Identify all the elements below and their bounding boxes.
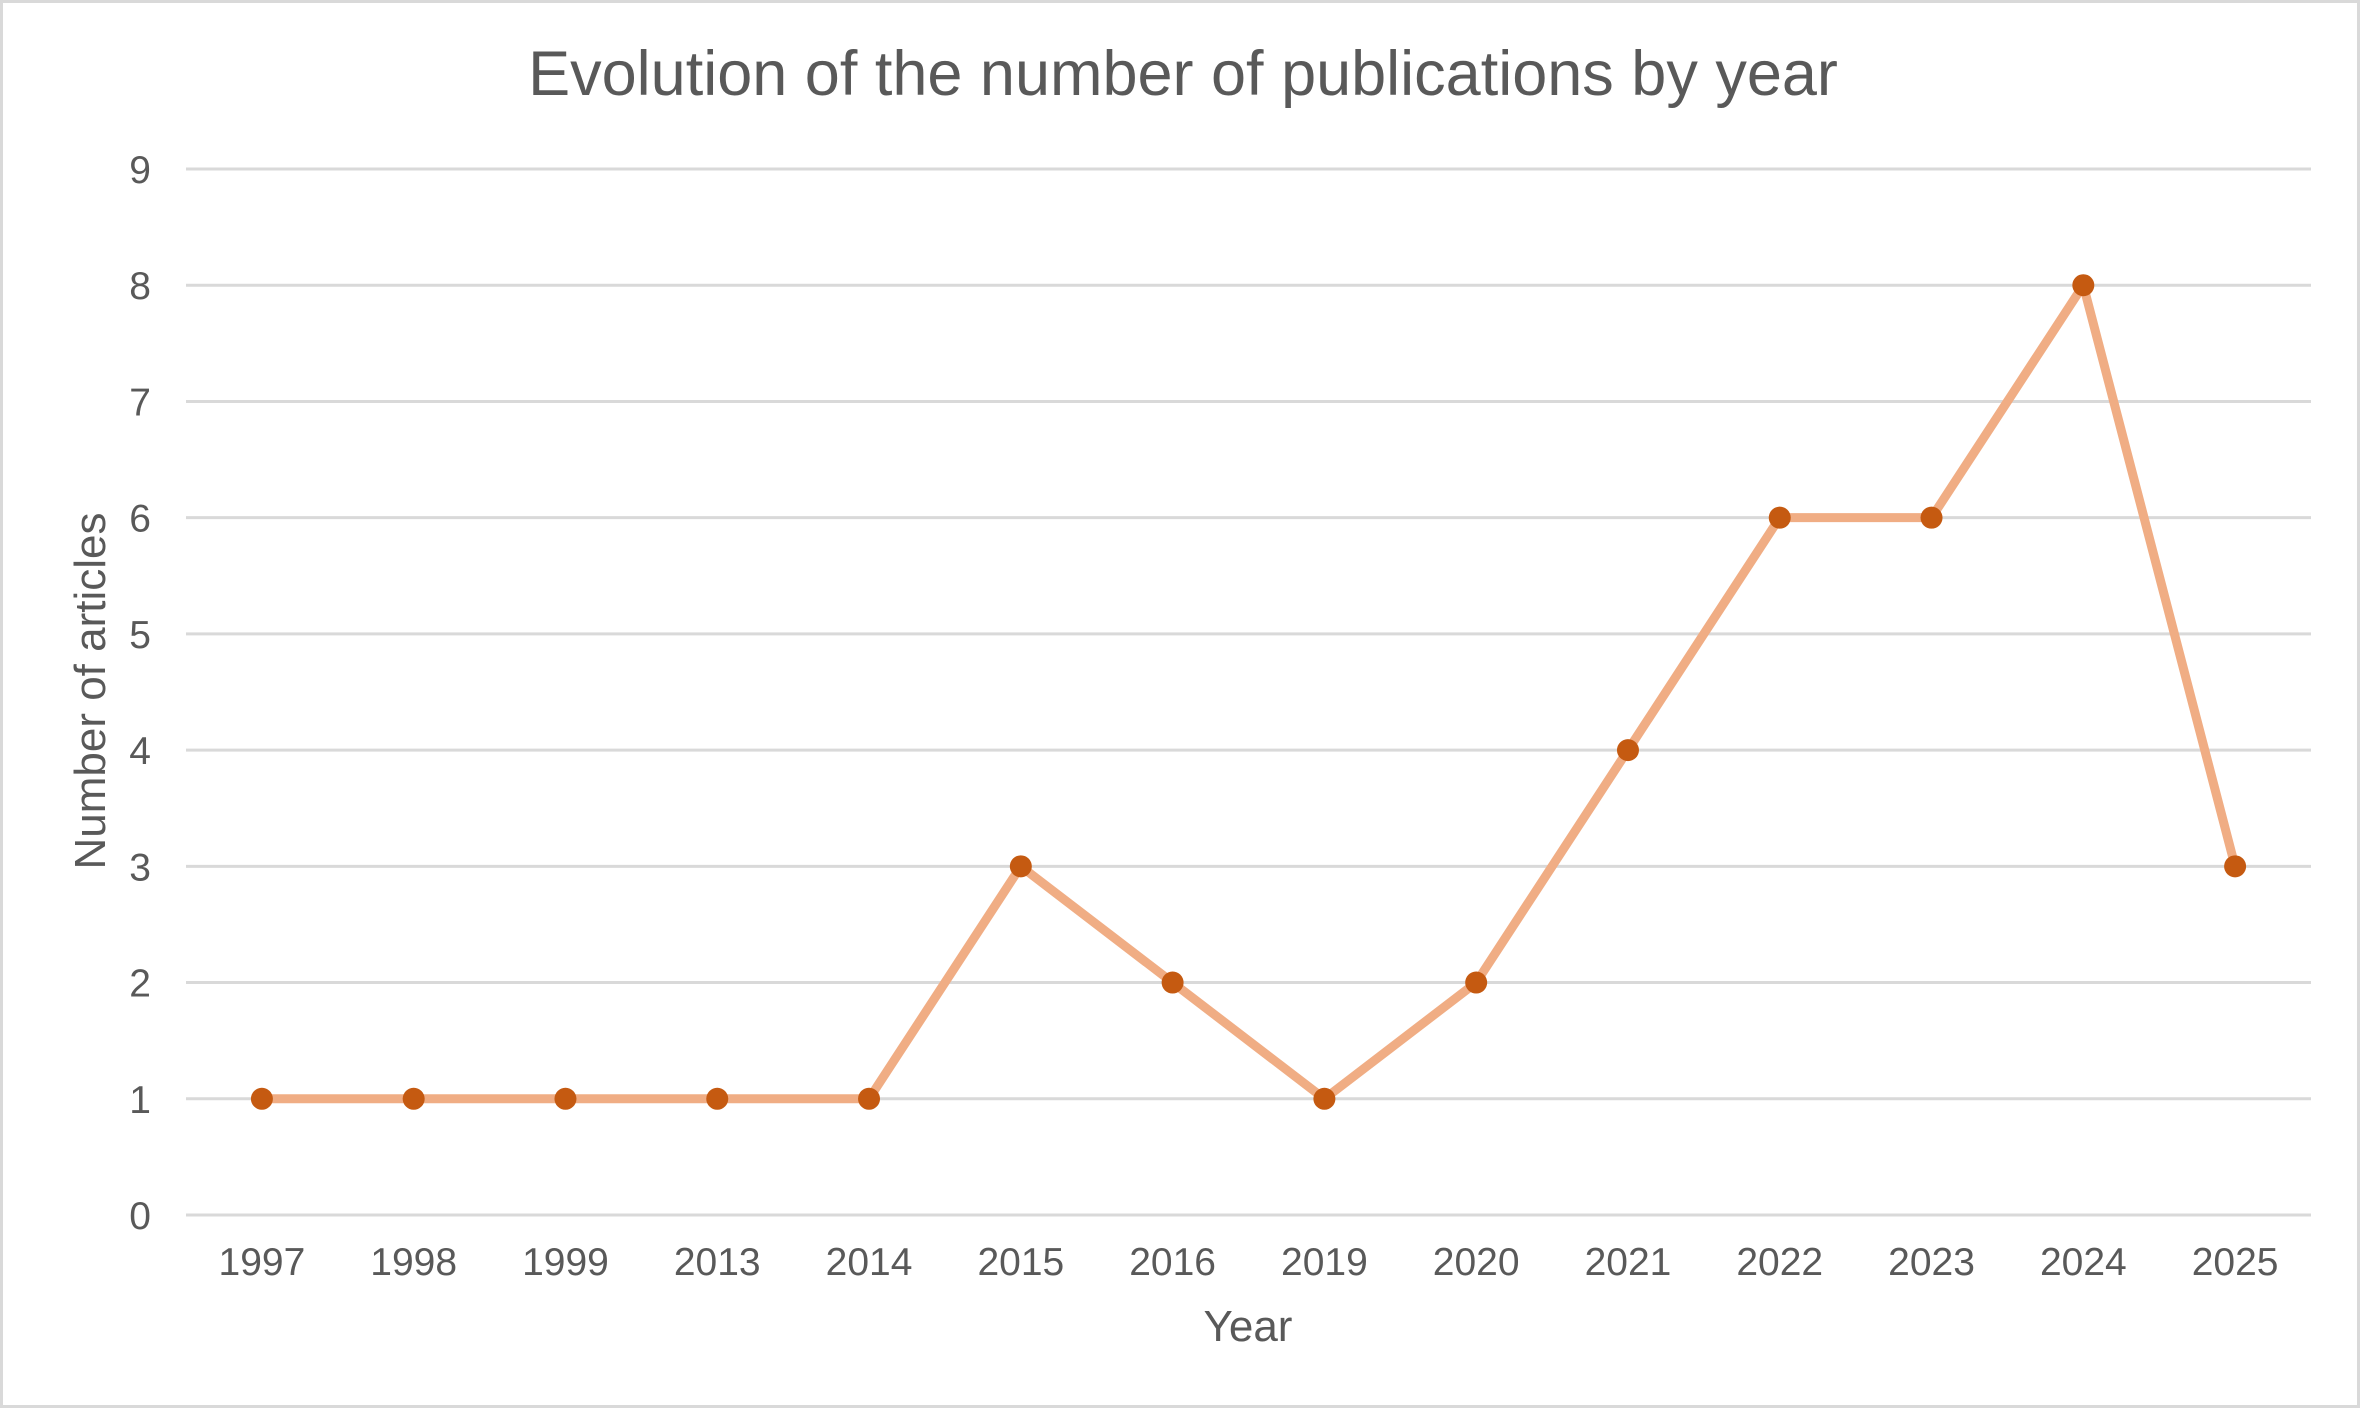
series-group xyxy=(250,274,2247,1110)
gridlines xyxy=(186,167,2311,1217)
y-tick-label: 1 xyxy=(129,1079,151,1122)
x-tick-label: 1997 xyxy=(219,1241,306,1284)
data-point xyxy=(1009,855,1032,878)
y-tick-label: 3 xyxy=(129,846,151,889)
data-point xyxy=(1616,739,1639,762)
data-point xyxy=(858,1087,881,1110)
y-tick-labels: 0 1 2 3 4 5 6 7 8 9 xyxy=(129,149,151,1238)
line-chart: Evolution of the number of publications … xyxy=(66,39,2311,1351)
y-tick-label: 6 xyxy=(129,498,151,541)
data-point xyxy=(554,1087,577,1110)
y-axis-title: Number of articles xyxy=(66,512,115,869)
x-tick-label: 1999 xyxy=(522,1241,609,1284)
y-tick-label: 2 xyxy=(129,963,151,1006)
x-tick-label: 2013 xyxy=(674,1241,761,1284)
series-line xyxy=(257,280,2240,1104)
data-point xyxy=(706,1087,729,1110)
x-tick-label: 1998 xyxy=(370,1241,457,1284)
x-tick-labels: 1997 1998 1999 2013 2014 2015 2016 2019 2020 2021… xyxy=(219,1241,2279,1284)
data-point xyxy=(2224,855,2247,878)
y-tick-label: 8 xyxy=(129,265,151,308)
data-point xyxy=(1920,506,1943,529)
data-point xyxy=(1161,971,1184,994)
x-tick-label: 2014 xyxy=(826,1241,913,1284)
data-point xyxy=(1465,971,1488,994)
x-axis-title: Year xyxy=(1204,1302,1293,1351)
data-point xyxy=(1768,506,1791,529)
y-tick-label: 7 xyxy=(129,381,151,424)
y-tick-label: 4 xyxy=(129,730,151,773)
x-tick-label: 2020 xyxy=(1433,1241,1520,1284)
x-tick-label: 2025 xyxy=(2192,1241,2279,1284)
y-tick-label: 9 xyxy=(129,149,151,192)
data-point xyxy=(250,1087,273,1110)
x-tick-label: 2015 xyxy=(977,1241,1064,1284)
chart-title: Evolution of the number of publications … xyxy=(528,39,1838,109)
data-point xyxy=(402,1087,425,1110)
x-tick-label: 2022 xyxy=(1736,1241,1823,1284)
y-tick-label: 5 xyxy=(129,614,151,657)
y-tick-label: 0 xyxy=(129,1195,151,1238)
x-tick-label: 2019 xyxy=(1281,1241,1368,1284)
x-tick-label: 2016 xyxy=(1129,1241,1216,1284)
x-tick-label: 2024 xyxy=(2040,1241,2127,1284)
data-point xyxy=(1313,1087,1336,1110)
data-point xyxy=(2072,274,2095,297)
x-tick-label: 2023 xyxy=(1888,1241,1975,1284)
x-tick-label: 2021 xyxy=(1585,1241,1672,1284)
